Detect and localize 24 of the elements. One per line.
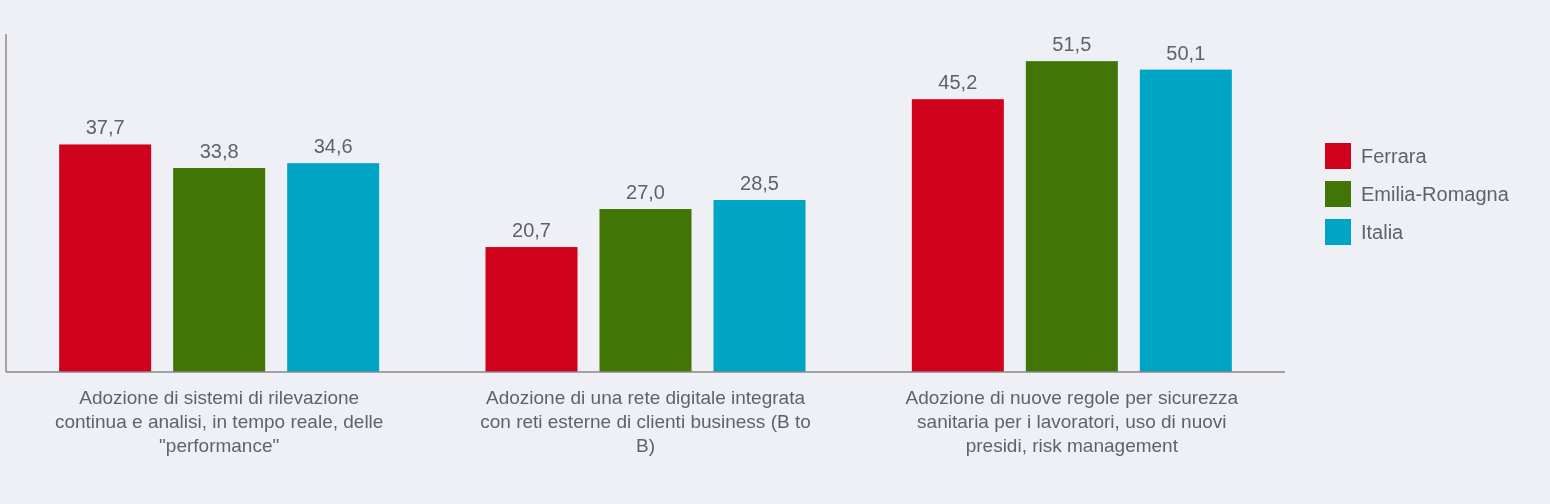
bar — [59, 144, 152, 372]
data-label: 27,0 — [626, 181, 665, 204]
bar — [911, 99, 1004, 372]
x-tick-label: Adozione di nuove regole per sicurezza sanitaria per i lavoratori, uso di nuovi presidi, risk management — [905, 387, 1239, 456]
legend-label: Italia — [1361, 221, 1405, 243]
bar — [287, 163, 380, 372]
data-label: 34,6 — [313, 135, 353, 158]
bar — [599, 209, 692, 372]
data-label: 28,5 — [740, 171, 779, 194]
x-tick-label: Adozione di una rete digitale integrata con reti esterne di clienti business (B to B) — [480, 387, 811, 456]
bar — [173, 167, 266, 372]
legend-label: Ferrara — [1361, 145, 1428, 167]
data-label: 33,8 — [199, 139, 239, 162]
data-label: 50,1 — [1166, 41, 1206, 64]
bar — [1025, 61, 1118, 372]
legend-label: Emilia-Romagna — [1361, 183, 1510, 205]
bar — [713, 199, 806, 372]
data-label: 51,5 — [1052, 33, 1092, 56]
data-label: 45,2 — [938, 71, 978, 94]
x-tick-label: Adozione di sistemi di rilevazione continua e analisi, in tempo reale, delle "performance" — [54, 387, 384, 456]
data-label: 20,7 — [512, 219, 551, 242]
bar — [485, 247, 578, 372]
bar — [1139, 69, 1232, 372]
data-label: 37,7 — [85, 116, 125, 139]
